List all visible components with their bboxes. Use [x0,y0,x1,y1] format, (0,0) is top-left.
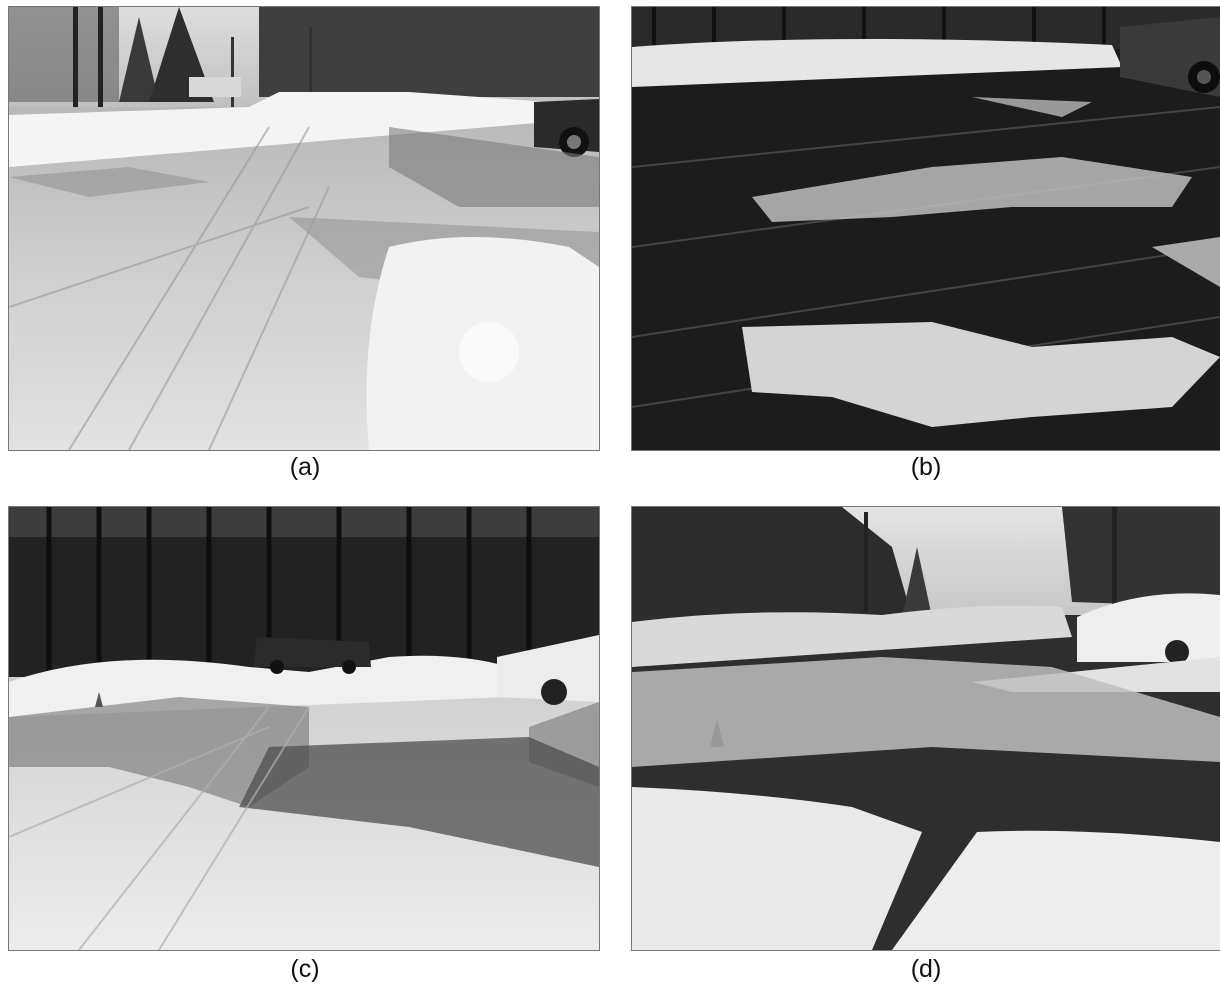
caption-d: (d) [910,955,942,983]
caption-c: (c) [290,955,320,983]
photo-a [8,6,600,451]
caption-b: (b) [910,453,942,481]
photo-b [631,6,1220,451]
photo-d [631,506,1220,951]
photo-c [8,506,600,951]
caption-a: (a) [289,453,321,481]
